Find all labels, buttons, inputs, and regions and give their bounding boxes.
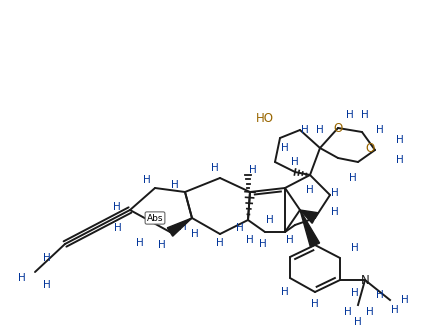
Text: H: H [375,290,383,300]
Text: H: H [136,238,144,248]
Text: O: O [364,142,374,155]
Text: H: H [353,317,361,327]
Text: N: N [360,274,368,287]
Text: H: H [390,305,398,315]
Text: HO: HO [255,112,273,125]
Text: H: H [395,135,403,145]
Text: H: H [113,202,120,212]
Text: H: H [365,307,373,317]
Text: H: H [395,155,403,165]
Text: H: H [114,223,122,233]
Text: H: H [315,125,323,135]
Text: H: H [330,188,338,198]
Text: H: H [400,295,408,305]
Text: H: H [171,180,178,190]
Text: H: H [360,110,368,120]
Polygon shape [167,218,191,236]
Text: H: H [248,165,256,175]
Text: H: H [18,273,26,283]
Text: H: H [286,235,293,245]
Text: H: H [43,280,51,290]
Text: H: H [158,240,166,250]
Text: H: H [345,110,353,120]
Text: H: H [348,173,356,183]
Text: H: H [143,175,151,185]
Text: H: H [280,143,288,153]
Text: H: H [211,163,219,173]
Text: H: H [265,215,273,225]
Text: H: H [246,235,253,245]
Text: H: H [343,307,351,317]
Text: H: H [258,239,266,249]
Polygon shape [299,210,317,223]
Text: Abs: Abs [146,213,163,222]
Text: H: H [330,207,338,217]
Text: H: H [215,238,223,248]
Text: H: H [290,157,298,167]
Text: H: H [375,125,383,135]
Text: H: H [191,229,198,239]
Text: H: H [350,243,358,253]
Text: H: H [311,299,318,309]
Polygon shape [299,210,319,247]
Text: H: H [350,288,358,298]
Text: H: H [179,222,187,232]
Text: H: H [305,185,313,195]
Text: H: H [280,287,288,297]
Text: H: H [43,253,51,263]
Text: H: H [300,125,308,135]
Text: H: H [236,223,244,233]
Text: O: O [332,122,342,135]
